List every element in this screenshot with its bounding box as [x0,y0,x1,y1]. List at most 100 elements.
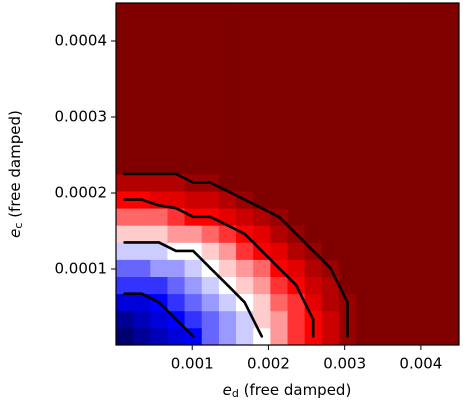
heatmap-cell [270,88,288,106]
heatmap-cell [236,174,254,192]
x-tick-label: 0.004 [399,355,442,373]
heatmap-cell [390,327,408,346]
heatmap-cell [218,259,237,277]
heatmap-cell [424,122,443,141]
heatmap-cell [338,71,357,89]
heatmap-cell [304,3,323,21]
heatmap-cell [407,225,426,243]
heatmap-cell [218,139,237,158]
heatmap-cell [150,88,168,106]
heatmap-cell [150,156,168,175]
heatmap-cell [407,88,426,106]
heatmap-cell [390,139,408,158]
heatmap-cell [133,310,151,329]
heatmap-cell [167,174,185,192]
heatmap-cell [270,191,288,209]
heatmap-cell [218,293,237,312]
heatmap-cell [424,310,443,329]
heatmap-cell [236,242,254,260]
heatmap-cell [287,293,306,312]
heatmap-cell [390,20,408,38]
heatmap-cell [133,37,151,55]
heatmap-cell [338,191,357,209]
heatmap-cell [270,139,288,158]
heatmap-cell [184,88,203,106]
heatmap-cell [441,3,460,21]
heatmap-cell [150,20,168,38]
heatmap-cell [338,225,357,243]
heatmap-cell [321,71,340,89]
heatmap-cell [441,88,460,106]
heatmap-cell [218,242,237,260]
heatmap-cell [150,259,168,277]
heatmap-cell [424,37,443,55]
heatmap-cell [424,71,443,89]
heatmap-cell [201,242,220,260]
heatmap-cell [236,37,254,55]
heatmap-cell [218,208,237,226]
heatmap-cell [218,105,237,124]
y-tick-label: 0.0003 [55,108,108,126]
heatmap-cell [133,327,151,346]
heatmap-cell [407,156,426,175]
heatmap-cell [253,3,271,21]
heatmap-cell [390,88,408,106]
heatmap-cell [356,208,374,226]
heatmap-cell [356,327,374,346]
heatmap-cell [287,310,306,329]
heatmap-cell [270,71,288,89]
heatmap-cell [270,37,288,55]
heatmap-cell [407,242,426,260]
heatmap-cell [441,37,460,55]
heatmap-cell [133,122,151,141]
heatmap-cell [304,20,323,38]
heatmap-cell [441,20,460,38]
heatmap-cell [287,3,306,21]
heatmap-cell [236,71,254,89]
heatmap-cell [338,242,357,260]
heatmap-cell [287,20,306,38]
y-tick-label: 0.0001 [55,260,108,278]
contour-line [123,172,349,338]
heatmap-cell [338,122,357,141]
heatmap-cell [133,88,151,106]
heatmap-cell [253,156,271,175]
heatmap-cell [133,139,151,158]
heatmap-cell [424,259,443,277]
heatmap-cell [287,208,306,226]
heatmap-cell [236,208,254,226]
heatmap-cell [424,208,443,226]
x-tick-label: 0.003 [323,355,366,373]
heatmap-cell [236,259,254,277]
x-label-subscript: d [232,387,239,400]
heatmap-cell [133,293,151,312]
heatmap-cell [390,276,408,295]
heatmap-cell [356,20,374,38]
heatmap-cell [424,54,443,72]
heatmap-cell [441,225,460,243]
heatmap-cell [304,105,323,124]
heatmap-cell [338,259,357,277]
heatmap-cell [133,20,151,38]
heatmap-cell [167,139,185,158]
heatmap-cell [373,3,391,21]
heatmap-cell [236,88,254,106]
heatmap-cell [287,327,306,346]
heatmap-cell [201,3,220,21]
heatmap-cell [270,174,288,192]
heatmap-cell [287,156,306,175]
heatmap-cell [167,156,185,175]
heatmap-cell [236,139,254,158]
heatmap-cell [373,20,391,38]
heatmap-cell [150,276,168,295]
heatmap-cell [407,208,426,226]
heatmap-cell [184,276,203,295]
heatmap-cell [390,37,408,55]
heatmap-cell [270,293,288,312]
heatmap-cell [201,88,220,106]
heatmap-cell [390,293,408,312]
heatmap-cell [338,3,357,21]
heatmap-cell [218,174,237,192]
heatmap-cell [133,105,151,124]
heatmap-cell [167,20,185,38]
